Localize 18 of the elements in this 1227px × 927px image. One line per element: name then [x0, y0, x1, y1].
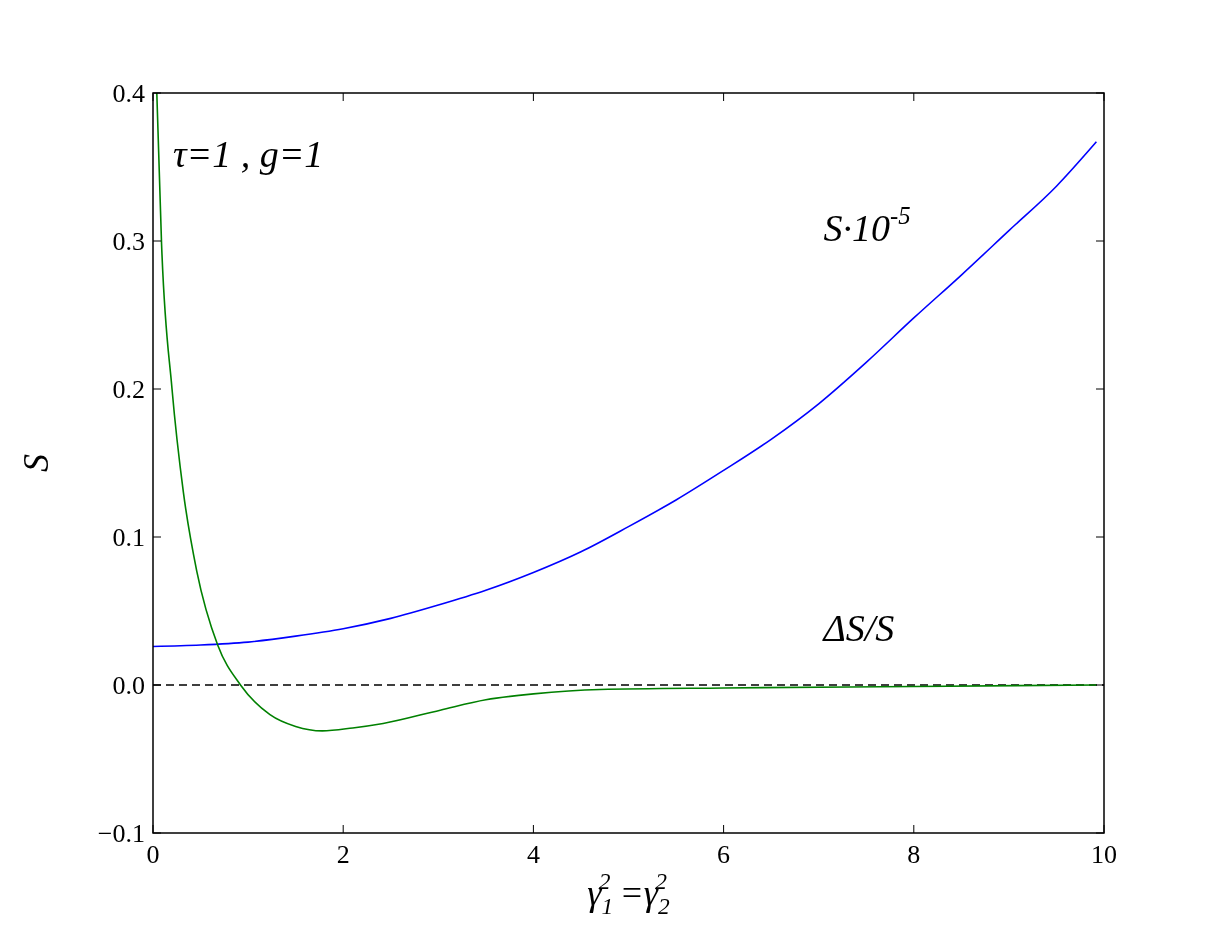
- x-tick-label: 2: [336, 840, 350, 869]
- annotation: τ=1 , g=1: [172, 133, 324, 175]
- line-series: [156, 92, 1098, 732]
- y-tick-label: 0.4: [112, 79, 145, 108]
- y-tick-label: 0.2: [112, 375, 145, 404]
- y-tick-label: 0.3: [112, 227, 145, 256]
- x-tick-label: 0: [146, 840, 160, 869]
- y-tick-label: 0.1: [112, 523, 145, 552]
- x-tick-label: 6: [717, 840, 731, 869]
- y-tick-label: −0.1: [97, 819, 145, 848]
- series-label: S·10$^{-5}$: [823, 201, 911, 249]
- y-tick-label: 0.0: [112, 671, 145, 700]
- series-label: ΔS/S: [821, 606, 895, 649]
- line-series: [152, 141, 1098, 648]
- x-tick-label: 10: [1091, 840, 1117, 869]
- x-tick-label: 8: [907, 840, 921, 869]
- y-axis-title: S: [16, 454, 56, 472]
- x-tick-label: 4: [526, 840, 540, 869]
